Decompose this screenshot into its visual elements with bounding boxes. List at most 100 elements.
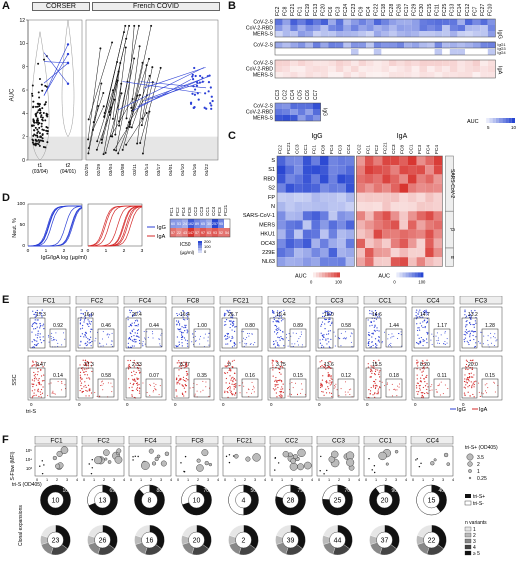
d-igg-value: 60 (171, 222, 175, 226)
e-iga-dot (135, 380, 137, 382)
f-scatter-dot (420, 462, 422, 465)
e-igg-dot (465, 326, 467, 328)
f-xtick: 2 (385, 478, 387, 482)
e-igg-pct1: 14.7 (420, 312, 430, 318)
a-late-dot (195, 84, 199, 87)
e-igg-dot (80, 312, 82, 315)
f-scatter-dot (274, 457, 276, 459)
e-iga-dot (176, 377, 178, 379)
d-iga-value: 52 (219, 231, 223, 235)
a-course-dot (124, 46, 127, 49)
iga-cell (434, 60, 443, 66)
b-igg-cell (396, 25, 405, 31)
e-iga-dot (36, 363, 38, 366)
e-igg-dot (230, 320, 232, 322)
e-igg-dot (400, 334, 402, 336)
a-dot-t1 (44, 84, 47, 87)
e-igg-dot (475, 342, 477, 344)
b-sub-cell (373, 49, 382, 55)
e-igg-dot (422, 316, 424, 318)
e-igg-dot (137, 325, 139, 327)
e-igg-dot (375, 315, 377, 317)
e-igg-dot (42, 323, 45, 325)
e-igg-dot (415, 318, 417, 320)
c-iga-cell (365, 229, 374, 239)
a-late-dot (206, 75, 209, 78)
e-igg-dot (137, 323, 139, 325)
iga-cell (343, 66, 351, 72)
e-iga-dot (37, 389, 39, 391)
b-sub-cell (411, 42, 420, 48)
b-igg-cell (472, 31, 481, 37)
b-igg-cell (275, 19, 283, 25)
a-course-line (115, 47, 127, 135)
e-igg-dot (420, 341, 422, 344)
iga-cell (328, 72, 336, 78)
e-igg-dot (227, 333, 229, 335)
e-igg-dot (418, 327, 420, 329)
e-igg-dot (43, 328, 45, 330)
e-iga-dot (468, 373, 470, 375)
c-col-iga: FC4 (426, 145, 432, 154)
e-igg-dot (465, 320, 467, 323)
a-course-dot (111, 135, 114, 138)
e-iga-dot (81, 378, 83, 380)
e-iga-dot (422, 392, 424, 394)
e-xtick: 0 (222, 402, 225, 407)
e-igg-dot (89, 331, 92, 333)
c-iga-cell (373, 183, 383, 193)
e-igg-dot (482, 343, 484, 345)
e-iga-dot (421, 396, 423, 398)
e-igg-dot (367, 319, 369, 321)
e-iga-dot (134, 380, 136, 382)
e-iga-dot (396, 389, 398, 391)
e-igg-dot (84, 335, 86, 337)
e-igg-dot (371, 313, 373, 315)
a-course-line (118, 81, 128, 126)
iga-cell (404, 66, 412, 72)
e-igg-dot (160, 334, 162, 336)
e-igg-dot (329, 314, 331, 316)
c-iga-cell (408, 183, 417, 193)
e-igg-dot (328, 346, 330, 348)
a-left-xlabel: t1 (38, 163, 43, 169)
e-igg-pct1: 13.2 (468, 312, 478, 318)
f-scatter-dot (323, 473, 325, 475)
a-course-dot (113, 148, 116, 151)
e-igg-dot (80, 335, 82, 337)
a-course-dot (125, 143, 128, 146)
b-igg-cell (381, 25, 389, 31)
c-iga-cell (356, 174, 365, 184)
e-igg-dot (36, 309, 38, 312)
d-iga-value: 63 (207, 231, 211, 235)
e-igg-dot (139, 342, 141, 345)
a-course-line (105, 93, 122, 153)
e-igg-dot (329, 324, 331, 326)
c-scale-left-cell (310, 272, 313, 278)
e-igg-dot (223, 324, 226, 326)
iga-cell (411, 60, 420, 66)
e-igg-dot (464, 331, 466, 333)
a-course-line (129, 25, 152, 128)
f-scatter-dot (132, 459, 134, 461)
e-donor-box (267, 296, 311, 305)
e-iga-dot (138, 387, 141, 389)
e-igg-dot (36, 337, 38, 339)
e-igg-dot (84, 315, 86, 317)
e-igg-dot (422, 326, 424, 329)
e-donor-box (27, 296, 71, 305)
c-iga-cell (416, 229, 426, 239)
e-igg-dot (325, 339, 327, 341)
e-igg-dot (226, 332, 228, 335)
e-iga-dot (178, 379, 181, 381)
e-igg-pct1: 12.0 (324, 312, 334, 318)
e-iga-dot (186, 365, 188, 367)
e-iga-dot (86, 377, 88, 379)
f-donor-box (222, 436, 266, 445)
c-igg-cell (277, 257, 286, 267)
e-igg-dot (192, 336, 194, 338)
e-igg-dot (367, 341, 370, 344)
b-row-label: CoV-2-S (253, 20, 273, 26)
f-clonal-legend-label: 4 (473, 545, 476, 551)
a-course-line (110, 98, 133, 137)
